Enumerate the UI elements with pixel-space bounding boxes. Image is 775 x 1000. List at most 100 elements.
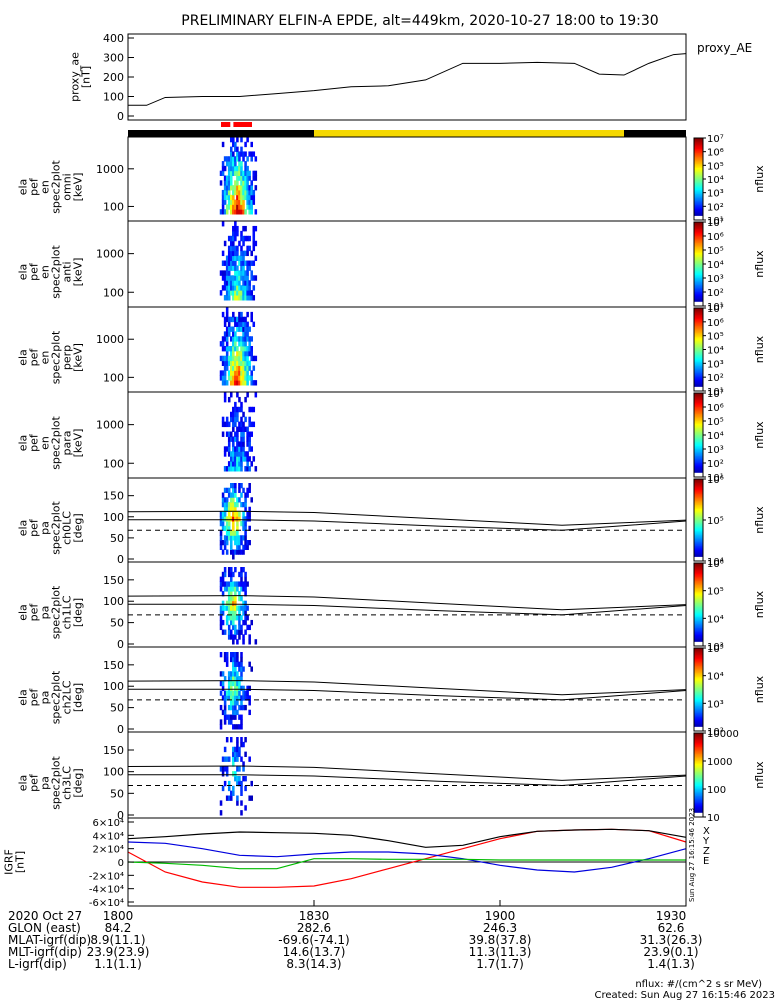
pa-pixel bbox=[238, 676, 241, 682]
pa-colorbar-3-swatch bbox=[694, 751, 703, 754]
pa-ytick-label: 100 bbox=[103, 680, 124, 693]
spec-pixel bbox=[238, 341, 241, 347]
orbit-value: 23.9(23.9) bbox=[87, 945, 150, 959]
pa-pixel bbox=[227, 704, 231, 711]
spec-pixel bbox=[250, 180, 253, 186]
spec-colorbar-2-swatch bbox=[694, 343, 703, 346]
pa-colorbar-3-swatch bbox=[694, 804, 703, 807]
spec-pixel bbox=[225, 446, 229, 452]
spec-pixel bbox=[236, 316, 239, 323]
spec-pixel bbox=[234, 446, 237, 452]
pa-pixel bbox=[246, 685, 249, 691]
pa-pixel bbox=[238, 661, 241, 667]
panels-group: 0100200300400proxy_ae[nT]proxy_AE1001000… bbox=[3, 32, 767, 909]
spec-colorbar-2-swatch bbox=[694, 382, 703, 385]
spec-pixel bbox=[221, 270, 225, 276]
spec-pixel bbox=[246, 461, 249, 467]
footer-created: Created: Sun Aug 27 16:15:46 2023 bbox=[595, 990, 775, 1000]
spec-pixel bbox=[252, 199, 256, 205]
ae-ytick-label: 300 bbox=[103, 52, 124, 65]
pa-pixel bbox=[223, 766, 227, 772]
spec-pixel bbox=[242, 265, 245, 271]
spec-pixel bbox=[223, 275, 227, 281]
pa-pixel bbox=[227, 714, 231, 720]
pa-panel-2-pixels bbox=[219, 652, 253, 730]
spec-pixel bbox=[242, 270, 245, 276]
spec-pixel bbox=[236, 375, 239, 381]
pa-colorbar-0-swatch bbox=[694, 503, 703, 506]
spec-colorbar-3-swatch bbox=[694, 442, 703, 444]
ae-ytick-label: 100 bbox=[103, 91, 124, 104]
spec-colorbar-1-swatch bbox=[694, 285, 703, 287]
pa-pixel bbox=[238, 766, 241, 772]
pa-pixel bbox=[232, 709, 235, 716]
pa-colorbar-3-swatch bbox=[694, 765, 703, 768]
pa-colorbar-2-tick-label: 10⁵ bbox=[707, 644, 724, 655]
spec-pixel bbox=[240, 250, 243, 257]
spec-pixel bbox=[236, 346, 239, 352]
spec-colorbar-3-swatch bbox=[694, 436, 703, 439]
pa-pixel bbox=[234, 586, 237, 592]
spec-colorbar-0-swatch bbox=[694, 140, 703, 143]
spec-colorbar-1-swatch bbox=[694, 240, 703, 243]
spec-pixel bbox=[225, 175, 229, 181]
spec-pixel bbox=[227, 185, 231, 191]
pa-pixel bbox=[232, 652, 235, 658]
pa-pixel bbox=[232, 756, 235, 762]
spec-colorbar-3-swatch bbox=[694, 430, 703, 433]
pa-pixel bbox=[232, 700, 235, 706]
spec-pixel bbox=[225, 194, 229, 201]
spec-colorbar-1-swatch bbox=[694, 287, 703, 290]
pa-colorbar-3-swatch bbox=[694, 741, 703, 744]
pa-pixel bbox=[244, 605, 247, 611]
pa-pixel bbox=[225, 605, 229, 611]
spec-colorbar-1-swatch bbox=[694, 282, 703, 285]
pa-pixel bbox=[236, 516, 239, 522]
spec-colorbar-1-swatch bbox=[694, 230, 703, 233]
spec-panel-2-pixels bbox=[219, 307, 258, 386]
pa-pixel bbox=[234, 567, 237, 573]
spec-pixel bbox=[227, 175, 231, 181]
pa-pixel bbox=[229, 581, 233, 587]
spec-ytick-label: 100 bbox=[103, 286, 124, 299]
spec-pixel bbox=[242, 235, 245, 242]
spec-colorbar-3-swatch bbox=[694, 432, 703, 435]
spec-ytick-label: 100 bbox=[103, 371, 124, 384]
spec-pixel bbox=[236, 446, 239, 452]
spec-pixel bbox=[236, 245, 239, 252]
pa-colorbar-2-swatch bbox=[694, 710, 703, 713]
pa-colorbar-2-tick-label: 10⁴ bbox=[707, 672, 724, 683]
pa-pixel bbox=[219, 619, 223, 626]
spec-pixel bbox=[244, 321, 247, 327]
spec-pixel bbox=[240, 265, 243, 271]
spec-pixel bbox=[227, 235, 231, 242]
pa-pixel bbox=[244, 629, 247, 635]
pa-upper-line bbox=[127, 765, 687, 781]
spec-pixel bbox=[234, 260, 237, 266]
pa-colorbar-0-swatch bbox=[694, 552, 703, 555]
spec-pixel bbox=[223, 156, 227, 162]
spec-pixel bbox=[227, 441, 231, 447]
spec-colorbar-1-swatch bbox=[694, 293, 703, 296]
pa-pixel bbox=[227, 571, 231, 578]
spec-colorbar-2-tick-label: 10⁵ bbox=[707, 332, 724, 343]
pa-colorbar-1-swatch bbox=[694, 621, 703, 623]
pa-pixel bbox=[232, 600, 235, 606]
pa-colorbar-1-swatch bbox=[694, 594, 703, 597]
pa-pixel bbox=[242, 525, 245, 531]
pa-pixel bbox=[238, 540, 241, 546]
pa-pixel bbox=[234, 624, 237, 631]
spec-pixel bbox=[246, 375, 249, 381]
spec-pixel bbox=[234, 360, 237, 366]
spec-colorbar-3-swatch bbox=[694, 433, 703, 436]
spec-pixel bbox=[242, 426, 245, 432]
spec-pixel bbox=[229, 180, 233, 186]
pa-pixel bbox=[225, 771, 229, 777]
spec-pixel bbox=[238, 365, 241, 371]
spec-colorbar-1-label: nflux bbox=[753, 250, 766, 278]
spec-colorbar-3-swatch bbox=[694, 402, 703, 405]
pa-colorbar-3-swatch bbox=[694, 758, 703, 761]
pa-pixel bbox=[240, 656, 243, 663]
pa-pixel bbox=[244, 502, 247, 508]
spec-colorbar-0-swatch bbox=[694, 179, 703, 181]
